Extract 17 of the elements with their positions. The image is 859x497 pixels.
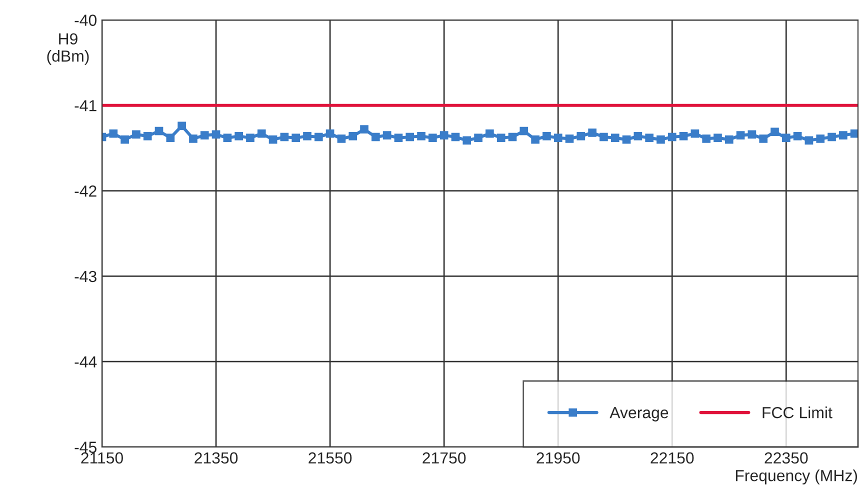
y-tick-label: -44 <box>74 356 97 368</box>
legend-label: Average <box>610 407 668 422</box>
x-tick-label: 21150 <box>81 452 123 464</box>
y-tick-label: -40 <box>74 14 97 26</box>
y-tick-label: -41 <box>74 100 96 112</box>
x-tick-label: 21950 <box>536 452 580 464</box>
x-tick-label: 21550 <box>308 452 352 464</box>
x-tick-label: 22150 <box>650 452 694 464</box>
x-tick-label: 22350 <box>764 452 808 464</box>
y-tick-label: -43 <box>74 270 96 282</box>
x-axis-title: Frequency (MHz) <box>736 470 858 484</box>
y-tick-label: -45 <box>74 442 96 453</box>
x-tick-label: 21750 <box>422 452 466 464</box>
legend-label: FCC Limit <box>762 406 832 418</box>
y-tick-label: -42 <box>74 185 96 197</box>
x-tick-label: 21350 <box>194 452 238 464</box>
y-axis-title: H9 (dBm) <box>47 33 89 65</box>
